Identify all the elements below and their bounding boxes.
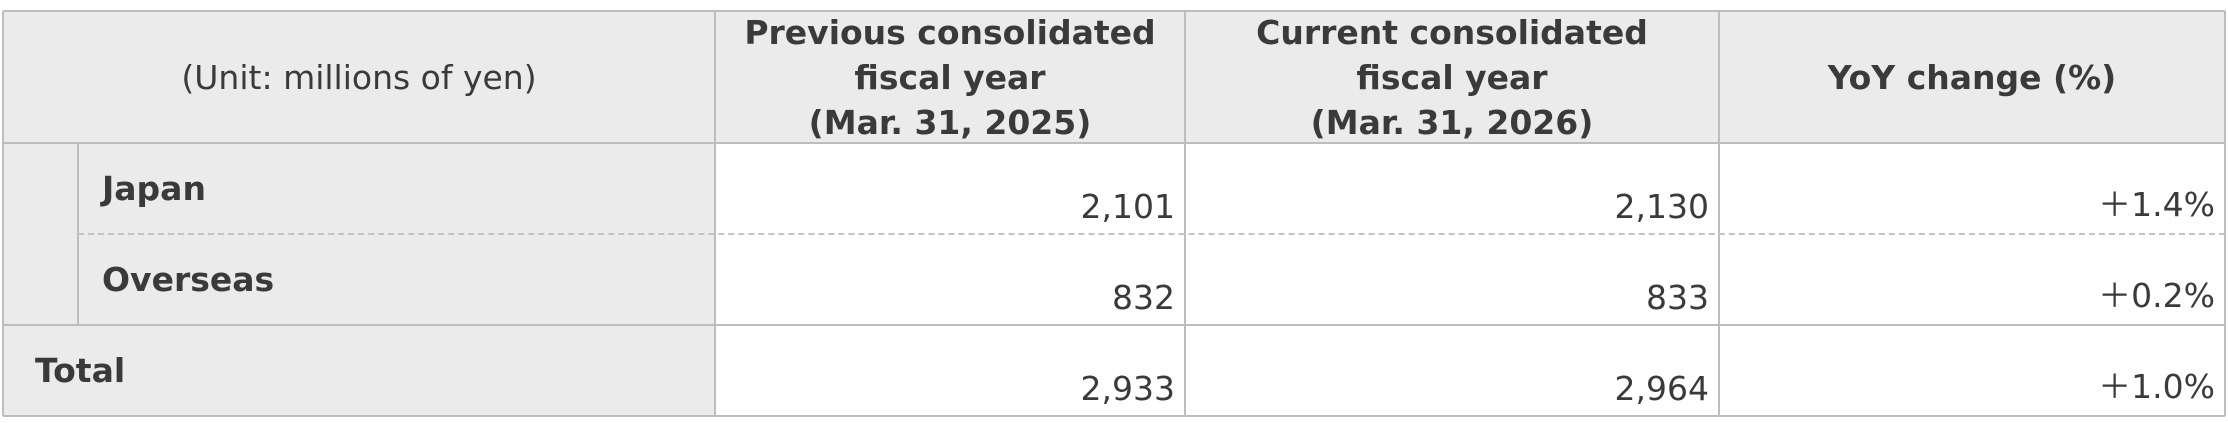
column-header: Previous consolidated fiscal year (Mar. … [715,11,1185,143]
column-header: Current consolidated fiscal year (Mar. 3… [1185,11,1719,143]
value-cell: ＋1.0% [1719,325,2225,416]
column-header: YoY change (%) [1719,11,2225,143]
value-cell: 2,933 [715,325,1185,416]
row-label: Overseas [78,234,715,325]
value-cell: 833 [1185,234,1719,325]
value-cell: ＋1.4% [1719,143,2225,234]
value-cell: 832 [715,234,1185,325]
value-cell: ＋0.2% [1719,234,2225,325]
value-cell: 2,130 [1185,143,1719,234]
border [714,11,716,416]
dashed-divider [78,233,2225,235]
border [3,415,2225,417]
row-label: Japan [78,143,715,234]
unit-header: (Unit: millions of yen) [3,11,715,143]
border [2,11,4,416]
row-label: Total [3,325,715,416]
border [1184,11,1186,416]
border [3,142,2225,144]
value-cell: 2,101 [715,143,1185,234]
border [3,324,2225,326]
indent-cell [3,143,78,325]
value-cell: 2,964 [1185,325,1719,416]
border [3,10,2225,12]
border [2224,11,2226,416]
border [1718,11,1720,416]
